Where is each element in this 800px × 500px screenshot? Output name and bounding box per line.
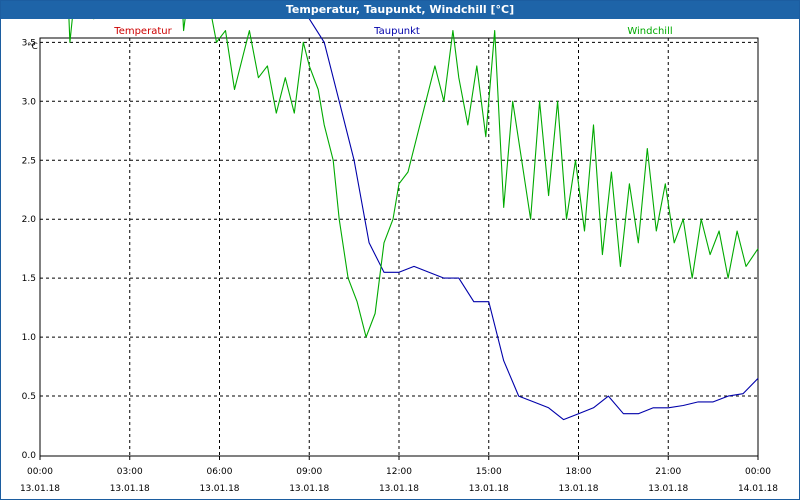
x-tick-time: 00:00 xyxy=(27,467,53,477)
x-tick-time: 03:00 xyxy=(117,467,143,477)
window-title: Temperatur, Taupunkt, Windchill [°C] xyxy=(1,1,799,19)
line-chart: 0.00.51.01.52.02.53.03.54.04.55.05.56.06… xyxy=(20,19,778,494)
x-tick-date: 13.01.18 xyxy=(558,484,598,494)
x-tick-date: 13.01.18 xyxy=(110,484,150,494)
x-tick-time: 15:00 xyxy=(476,467,502,477)
x-tick-time: 18:00 xyxy=(566,467,592,477)
x-tick-time: 21:00 xyxy=(655,467,681,477)
legend-windchill: Windchill xyxy=(627,26,672,37)
x-tick-time: 00:00 xyxy=(745,467,771,477)
y-axis-unit: °C xyxy=(27,42,38,52)
y-tick-label: 0.0 xyxy=(22,451,37,461)
y-tick-label: 2.0 xyxy=(22,215,37,225)
legend-taupunkt: Taupunkt xyxy=(373,26,420,37)
x-tick-time: 12:00 xyxy=(386,467,412,477)
legend-temperatur: Temperatur xyxy=(113,26,172,37)
y-tick-label: 1.0 xyxy=(22,333,37,343)
y-tick-label: 2.5 xyxy=(22,156,36,166)
y-tick-label: 3.5 xyxy=(22,38,36,48)
x-tick-time: 06:00 xyxy=(207,467,233,477)
series-line-windchill xyxy=(68,19,759,338)
x-tick-date: 13.01.18 xyxy=(379,484,419,494)
x-tick-date: 13.01.18 xyxy=(20,484,60,494)
x-tick-time: 09:00 xyxy=(296,467,322,477)
series-line-taupunkt xyxy=(308,19,759,421)
y-tick-label: 0.5 xyxy=(22,392,36,402)
x-tick-date: 13.01.18 xyxy=(648,484,688,494)
y-tick-label: 1.5 xyxy=(22,274,36,284)
x-tick-date: 13.01.18 xyxy=(469,484,509,494)
x-tick-date: 14.01.18 xyxy=(738,484,778,494)
x-tick-date: 13.01.18 xyxy=(199,484,239,494)
x-tick-date: 13.01.18 xyxy=(289,484,329,494)
y-tick-label: 3.0 xyxy=(22,97,37,107)
